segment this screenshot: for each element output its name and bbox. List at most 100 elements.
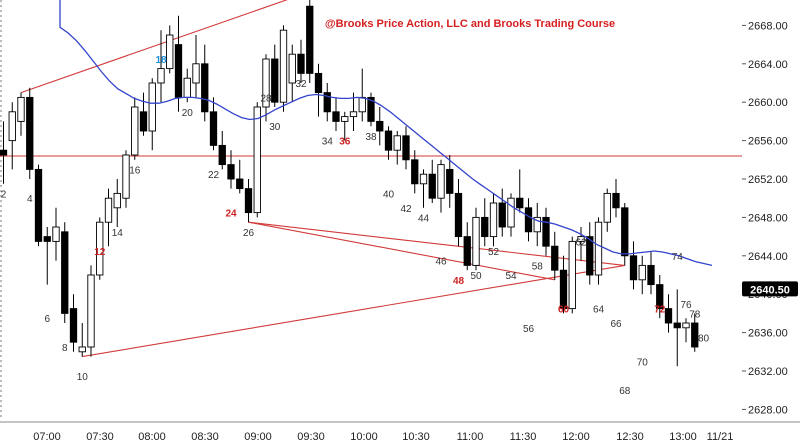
bull-candle xyxy=(341,116,349,122)
bull-candle xyxy=(568,240,576,310)
y-tick-label: 2632.00 xyxy=(748,366,788,378)
bar-number-label: 78 xyxy=(689,309,701,320)
bear-candle xyxy=(174,44,183,98)
bar-number-label: 80 xyxy=(698,333,710,344)
bull-candle xyxy=(113,192,121,209)
bull-candle xyxy=(131,106,139,156)
x-tick-label: 07:00 xyxy=(33,431,61,443)
bear-candle xyxy=(61,231,69,314)
y-tick-label: 2668.00 xyxy=(748,20,788,32)
bull-candle xyxy=(437,164,445,199)
bear-candle xyxy=(376,120,384,132)
bear-candle xyxy=(236,178,244,190)
x-tick-label: 12:30 xyxy=(616,431,644,443)
bear-candle xyxy=(323,92,331,113)
bull-candle xyxy=(507,197,515,228)
bear-candle xyxy=(218,144,226,166)
bar-number-label: 38 xyxy=(365,132,377,143)
y-tick-label: 2660.00 xyxy=(748,97,788,109)
bear-candle xyxy=(209,111,218,146)
bar-number-label: 56 xyxy=(523,324,535,335)
y-tick-label: 2652.00 xyxy=(748,174,788,186)
last-price-value: 2640.50 xyxy=(750,284,790,296)
bear-candle xyxy=(664,308,673,324)
bear-candle xyxy=(402,135,410,161)
bar-number-label: 10 xyxy=(77,372,89,383)
bottom-support-line xyxy=(82,264,625,358)
bull-candle xyxy=(52,226,60,242)
bear-candle xyxy=(586,236,594,276)
bull-candle xyxy=(577,236,585,242)
bar-number-label: 42 xyxy=(400,204,412,215)
bear-candle xyxy=(428,173,436,199)
x-tick-label: 08:30 xyxy=(191,431,219,443)
bull-candle xyxy=(349,111,358,118)
x-tick-label: 11:00 xyxy=(457,431,484,443)
trendline-layer xyxy=(20,0,625,358)
bull-candle xyxy=(393,135,401,151)
bar-number-label: 14 xyxy=(112,228,124,239)
bar-number-label: 24 xyxy=(225,209,237,220)
bull-candle xyxy=(192,63,200,84)
bear-candle xyxy=(367,96,375,122)
bear-candle xyxy=(542,216,550,247)
bull-candle xyxy=(682,322,690,329)
bear-candle xyxy=(647,264,655,286)
bull-candle xyxy=(638,264,646,281)
bull-candle xyxy=(262,58,270,108)
bull-candle xyxy=(78,346,86,353)
bar-number-label: 72 xyxy=(654,305,666,316)
bar-number-label: 44 xyxy=(418,213,430,224)
bear-candle xyxy=(524,207,533,233)
bear-candle xyxy=(314,72,323,94)
bear-candle xyxy=(551,245,559,271)
bar-number-label: 68 xyxy=(619,386,631,397)
bull-candle xyxy=(87,274,95,348)
x-tick-label: 07:30 xyxy=(86,431,114,443)
bar-number-label: 18 xyxy=(155,55,167,66)
last-price-box xyxy=(742,281,798,297)
bear-candle xyxy=(244,188,253,214)
bear-candle xyxy=(656,284,664,310)
bull-candle xyxy=(489,202,498,238)
bar-number-label: 46 xyxy=(435,257,447,268)
x-tick-label: 09:30 xyxy=(297,431,325,443)
bear-candle xyxy=(559,269,568,310)
bear-candle xyxy=(271,58,279,103)
bar-number-label: 22 xyxy=(208,170,220,181)
bull-candle xyxy=(533,216,541,233)
bar-number-label: 8 xyxy=(62,343,68,354)
bar-number-label: 66 xyxy=(610,319,622,330)
bar-number-label: 52 xyxy=(488,247,500,258)
bar-number-label: 70 xyxy=(637,357,649,368)
bar-number-label: 6 xyxy=(44,314,50,325)
x-tick-label: 10:00 xyxy=(350,431,378,443)
bear-candle xyxy=(34,168,43,242)
y-tick-label: 2648.00 xyxy=(748,212,788,224)
bull-candle xyxy=(472,216,480,266)
last-price-tag: 2640.50 xyxy=(742,281,798,297)
bar-number-label: 20 xyxy=(182,108,194,119)
bull-candle xyxy=(104,197,113,223)
bear-candle xyxy=(69,308,78,343)
bar-number-label: 40 xyxy=(383,189,395,200)
x-tick-label: 12:00 xyxy=(562,431,590,443)
bull-candle xyxy=(166,34,174,70)
bar-number-label: 36 xyxy=(339,137,351,148)
bear-candle xyxy=(621,207,629,257)
bull-candle xyxy=(288,53,296,84)
bull-candle xyxy=(594,221,603,276)
bull-candle xyxy=(157,68,165,84)
bar-number-label: 50 xyxy=(470,271,482,282)
moving-average-layer xyxy=(59,0,713,267)
bear-candle xyxy=(673,322,681,329)
moving-average-line xyxy=(59,0,713,267)
bear-candle xyxy=(43,236,51,242)
bull-candle xyxy=(8,111,16,142)
bear-candle xyxy=(306,5,314,74)
y-axis: 2628.002632.002636.002640.002644.002648.… xyxy=(742,20,788,416)
bar-number-label: 32 xyxy=(295,79,307,90)
